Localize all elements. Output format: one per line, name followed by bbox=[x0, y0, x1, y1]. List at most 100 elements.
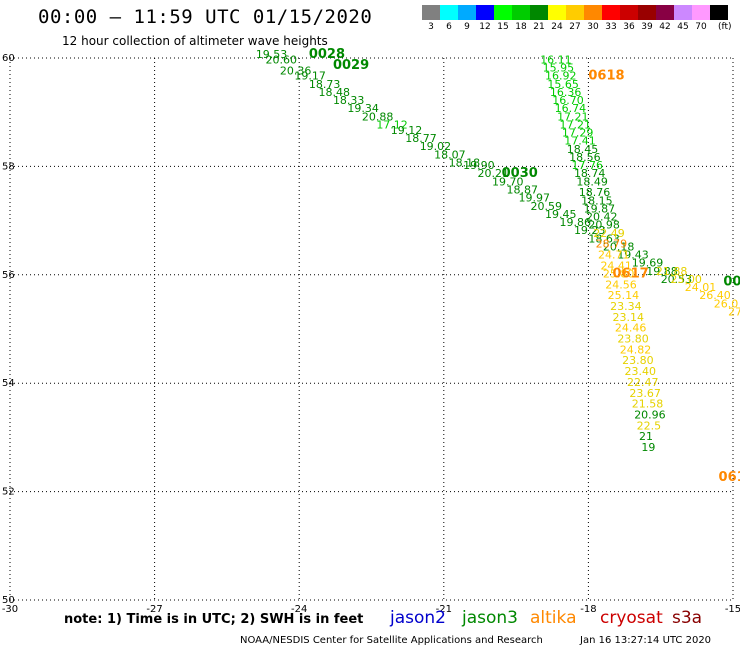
wave-height-value: 18.33 bbox=[333, 94, 365, 107]
pass-time-label: 0030 bbox=[502, 166, 538, 181]
wave-height-value: 18.18 bbox=[449, 156, 481, 169]
wave-height-value: 18.48 bbox=[318, 86, 350, 99]
wave-height-value: 24.71 bbox=[598, 249, 630, 262]
wave-height-value: 19.34 bbox=[347, 102, 379, 115]
wave-height-value: 17.21 bbox=[559, 118, 591, 131]
wave-height-value: 24.82 bbox=[620, 343, 652, 356]
wave-height-value: 20.18 bbox=[603, 240, 635, 253]
wave-height-value: 17.21 bbox=[557, 110, 589, 123]
generated-timestamp: Jan 16 13:27:14 UTC 2020 bbox=[580, 635, 712, 646]
mission-label-altika: altika bbox=[530, 608, 577, 628]
wave-height-value: 24.46 bbox=[615, 322, 647, 335]
lat-tick-label: 50 bbox=[2, 595, 15, 606]
wave-height-value: 23.34 bbox=[610, 300, 642, 313]
color-swatch bbox=[602, 5, 620, 20]
wave-height-value: 18.87 bbox=[506, 184, 537, 197]
lat-tick-label: 60 bbox=[2, 53, 15, 64]
lon-tick-label: -21 bbox=[436, 604, 452, 615]
lat-tick-label: 54 bbox=[2, 378, 15, 389]
color-scale-tick: 21 bbox=[533, 22, 545, 32]
wave-height-value: 19.86 bbox=[559, 216, 591, 229]
color-swatch bbox=[566, 5, 584, 20]
lat-tick-label: 52 bbox=[2, 487, 15, 498]
wave-height-value: 22.49 bbox=[593, 227, 625, 240]
wave-height-value: 18.77 bbox=[405, 132, 437, 145]
wave-height-value: 15.65 bbox=[547, 78, 579, 91]
wave-height-value: 18.76 bbox=[579, 186, 611, 199]
color-scale-tick: 9 bbox=[464, 22, 470, 32]
wave-height-value: 17.12 bbox=[376, 118, 408, 131]
wave-height-value: 20.53 bbox=[661, 273, 693, 286]
page-title: 00:00 – 11:59 UTC 01/15/2020 bbox=[38, 6, 373, 28]
color-swatch bbox=[692, 5, 710, 20]
wave-height-value: 16.36 bbox=[550, 86, 582, 99]
wave-height-value: 28.79 bbox=[596, 238, 628, 251]
wave-height-value: 15.95 bbox=[543, 62, 575, 75]
page-subtitle: 12 hour collection of altimeter wave hei… bbox=[62, 34, 328, 48]
lon-tick-label: -27 bbox=[146, 604, 162, 615]
color-scale-tick: 33 bbox=[605, 22, 617, 32]
color-scale-tick: 42 bbox=[659, 22, 671, 32]
wave-height-value: 19.88 bbox=[646, 265, 678, 278]
color-scale-tick: 36 bbox=[623, 22, 635, 32]
wave-height-value: 17.41 bbox=[564, 135, 596, 148]
color-swatch bbox=[440, 5, 458, 20]
wave-height-value: 19.02 bbox=[420, 140, 452, 153]
color-swatch bbox=[710, 5, 728, 20]
wave-height-value: 20.42 bbox=[586, 211, 618, 224]
wave-height-value: 19.90 bbox=[463, 159, 495, 172]
wave-height-value: 20.21 bbox=[478, 167, 510, 180]
wave-height-value: 16.92 bbox=[545, 70, 577, 83]
color-scale-tick: 15 bbox=[497, 22, 509, 32]
lon-tick-label: -15 bbox=[725, 604, 740, 615]
wave-height-value: 22.5 bbox=[637, 419, 662, 432]
wave-height-value: 23.80 bbox=[622, 354, 654, 367]
wave-height-value: 19.45 bbox=[545, 208, 577, 221]
color-scale-tick: 70 bbox=[695, 22, 707, 32]
wave-height-value: 21.58 bbox=[632, 398, 664, 411]
pass-time-label: 0617 bbox=[613, 267, 649, 282]
wave-height-value: 18.74 bbox=[574, 167, 606, 180]
wave-height-value: 18.49 bbox=[576, 175, 608, 188]
color-scale-tick: 18 bbox=[515, 22, 527, 32]
wave-height-value: 19.69 bbox=[632, 257, 664, 270]
wave-height-value: 22.47 bbox=[627, 376, 659, 389]
wave-height-value: 19.97 bbox=[519, 192, 551, 205]
wave-height-value: 18.45 bbox=[567, 143, 599, 156]
mission-label-jason3: jason3 bbox=[462, 608, 518, 628]
color-swatch bbox=[620, 5, 638, 20]
wave-height-value: 26.40 bbox=[699, 289, 731, 302]
color-swatch bbox=[656, 5, 674, 20]
color-swatch bbox=[512, 5, 530, 20]
color-swatch bbox=[422, 5, 440, 20]
unit-label: (ft) bbox=[718, 22, 732, 32]
wave-height-value: 26.0 bbox=[714, 297, 739, 310]
wave-height-value: 19.43 bbox=[617, 249, 649, 262]
color-swatch bbox=[584, 5, 602, 20]
wave-height-value: 20.59 bbox=[531, 200, 563, 213]
pass-time-label: 0029 bbox=[333, 58, 369, 73]
wave-height-value: 17.29 bbox=[562, 127, 594, 140]
wave-height-value: 25.80 bbox=[603, 268, 635, 281]
color-swatch bbox=[638, 5, 656, 20]
wave-height-value: 18.63 bbox=[588, 232, 620, 245]
wave-height-value: 20.36 bbox=[280, 64, 312, 77]
wave-height-value: 18.73 bbox=[309, 78, 341, 91]
wave-height-value: 21.88 bbox=[656, 265, 688, 278]
wave-height-value: 18.15 bbox=[581, 194, 613, 207]
wave-height-value: 24.56 bbox=[605, 278, 637, 291]
color-swatch bbox=[476, 5, 494, 20]
lat-tick-label: 58 bbox=[2, 161, 15, 172]
wave-height-value: 19.87 bbox=[584, 202, 616, 215]
wave-height-value: 23.00 bbox=[670, 273, 702, 286]
color-scale-tick: 30 bbox=[587, 22, 599, 32]
lon-tick-label: -30 bbox=[2, 604, 18, 615]
color-scale-tick: 12 bbox=[479, 22, 491, 32]
wave-height-value: 20.96 bbox=[634, 408, 666, 421]
wave-height-value: 19.12 bbox=[391, 124, 423, 137]
wave-height-value: 18.56 bbox=[569, 151, 601, 164]
wave-height-value: 19.70 bbox=[492, 175, 524, 188]
mission-label-jason2: jason2 bbox=[390, 608, 446, 628]
pass-time-label: 0618 bbox=[588, 69, 624, 84]
